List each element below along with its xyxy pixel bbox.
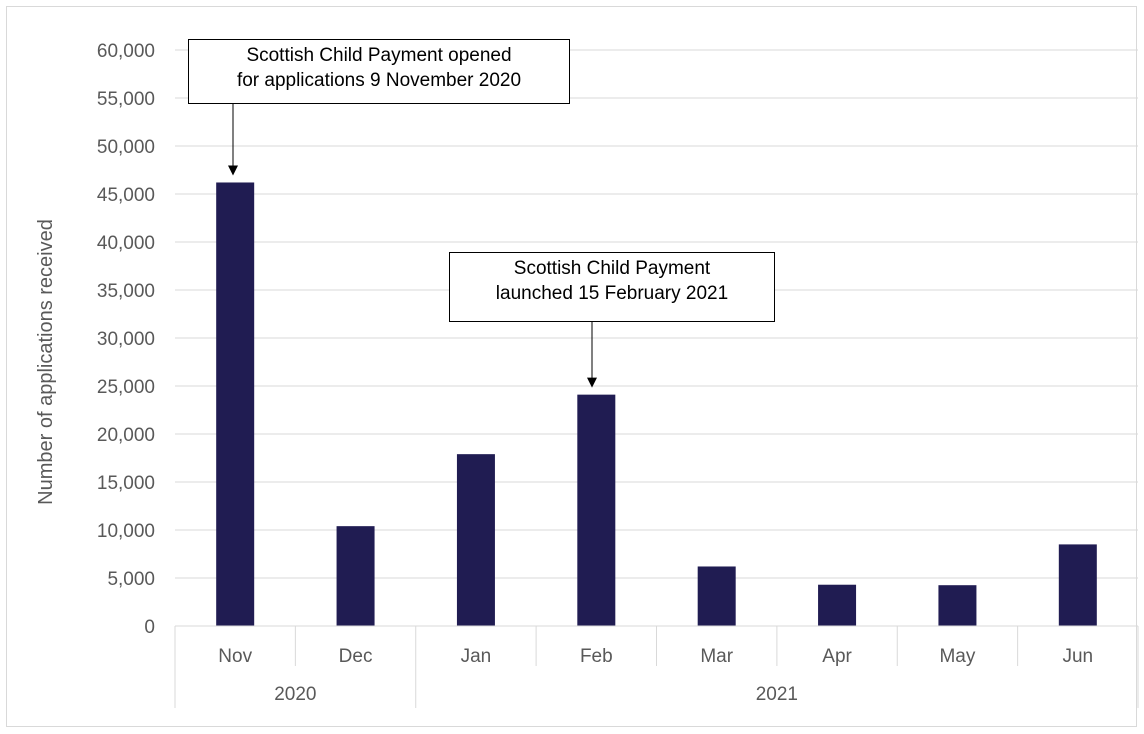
x-tick-label: Jun <box>1062 646 1093 667</box>
annotation-sfc-launched: Scottish Child Payment launched 15 Febru… <box>449 252 775 322</box>
bar-mar <box>697 566 736 626</box>
y-tick-label: 35,000 <box>97 281 155 302</box>
y-tick-label: 25,000 <box>97 377 155 398</box>
bar-feb <box>577 394 616 626</box>
y-axis-title: Number of applications received <box>35 219 57 505</box>
y-tick-label: 30,000 <box>97 329 155 350</box>
y-tick-label: 50,000 <box>97 137 155 158</box>
x-tick-label: Jan <box>461 646 492 667</box>
x-group-label: 2020 <box>274 684 316 705</box>
y-tick-label: 60,000 <box>97 41 155 62</box>
annotation-arrowhead <box>587 377 597 388</box>
bar-apr <box>818 584 857 626</box>
bar-jun <box>1058 544 1097 626</box>
y-tick-label: 5,000 <box>107 569 155 590</box>
annotation-arrowhead <box>228 165 238 176</box>
bar-jan <box>456 454 495 626</box>
chart-frame <box>6 6 1137 727</box>
x-tick-label: Apr <box>822 646 852 667</box>
y-tick-label: 10,000 <box>97 521 155 542</box>
x-tick-label: Mar <box>700 646 733 667</box>
y-tick-label: 20,000 <box>97 425 155 446</box>
annotation-sfc-opened: Scottish Child Payment opened for applic… <box>188 39 570 104</box>
y-tick-label: 45,000 <box>97 185 155 206</box>
bar-may <box>938 585 977 626</box>
x-tick-label: Nov <box>218 646 252 667</box>
bar-dec <box>336 526 375 626</box>
y-tick-label: 40,000 <box>97 233 155 254</box>
bar-nov <box>216 182 255 627</box>
y-tick-label: 0 <box>144 617 155 638</box>
x-tick-label: Feb <box>580 646 613 667</box>
x-tick-label: May <box>939 646 975 667</box>
x-group-label: 2021 <box>756 684 798 705</box>
x-tick-label: Dec <box>339 646 373 667</box>
y-tick-label: 55,000 <box>97 89 155 110</box>
y-tick-label: 15,000 <box>97 473 155 494</box>
